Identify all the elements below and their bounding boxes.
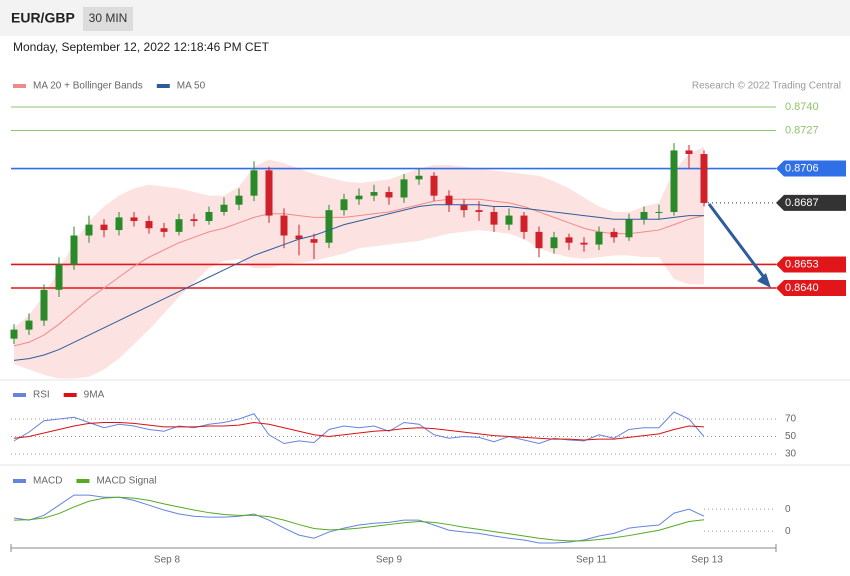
y-tick-label: 0 [785, 526, 791, 537]
candle-body [85, 224, 93, 236]
candle-body [400, 179, 408, 198]
ma-line [13, 198, 705, 347]
level-label: 0.8727 [785, 124, 819, 136]
legend-label: MACD [33, 476, 62, 487]
candle-body [505, 215, 513, 225]
candle-body [370, 192, 378, 196]
x-tick-label: Sep 11 [576, 555, 607, 566]
legend-label: RSI [33, 390, 50, 401]
timeframe-badge [83, 7, 133, 31]
candle-body [130, 217, 138, 222]
candle-body [325, 210, 333, 243]
candle-body [205, 211, 213, 222]
candle-body [430, 175, 438, 196]
candle-body [250, 170, 258, 196]
legend-swatch [13, 84, 26, 88]
level-label: 0.8740 [785, 101, 819, 113]
candle-body [295, 235, 303, 240]
level-tag [776, 256, 846, 273]
candle-body [595, 231, 603, 245]
candle-body [115, 217, 123, 231]
y-tick-label: 30 [785, 449, 797, 460]
indicator-line [13, 494, 705, 544]
plot-layer: 0.8740 0.8727 0.8706 0.8687 0.8653 0.8640 MA 2… [10, 81, 846, 566]
candle-body [610, 231, 618, 238]
candle-body [280, 215, 288, 236]
candle-body [175, 219, 183, 232]
legend-swatch [63, 393, 77, 397]
candle-body [685, 150, 693, 155]
legend-swatch [13, 393, 26, 397]
level-label: 0.8687 [785, 197, 819, 209]
level-tag [776, 160, 846, 177]
symbol: EUR/GBP [11, 10, 75, 26]
candle-body [265, 170, 273, 216]
indicator-line [13, 421, 705, 441]
candle-body [100, 224, 108, 231]
candle-body [550, 237, 558, 249]
bollinger-band [14, 146, 704, 379]
level-tag [776, 279, 846, 296]
legend-label: MACD Signal [96, 476, 156, 487]
candle-body [490, 211, 498, 225]
level-tag [776, 194, 846, 211]
candle-body [670, 150, 678, 212]
candle-body [700, 154, 708, 203]
legend-swatch [13, 479, 26, 483]
candle-body [445, 195, 453, 205]
candle-body [70, 235, 78, 265]
indicator-line [13, 411, 705, 445]
y-tick-label: 0 [785, 504, 791, 515]
ma-line [13, 204, 704, 361]
forecast-arrowhead [757, 273, 771, 288]
candle-body [535, 231, 543, 249]
candle-body [160, 228, 168, 232]
candle-body [520, 215, 528, 232]
level-label: 0.8706 [785, 162, 819, 174]
timeframe: 30 MIN [89, 11, 128, 25]
legend-label: MA 50 [177, 81, 206, 92]
legend-label: 9MA [84, 390, 105, 401]
candle-body [55, 264, 63, 290]
candle-body [10, 329, 18, 339]
candle-body [145, 221, 153, 229]
y-tick-label: 50 [785, 431, 797, 442]
candle-body [580, 242, 588, 245]
candle-body [415, 175, 423, 180]
credit: Research © 2022 Trading Central [692, 81, 841, 92]
candle-body [235, 195, 243, 205]
candle-body [220, 204, 228, 212]
candle-body [640, 211, 648, 220]
legend-label: MA 20 + Bollinger Bands [33, 81, 143, 92]
legend-swatch [76, 479, 90, 483]
x-tick-label: Sep 13 [691, 555, 723, 566]
candle-body [385, 192, 393, 198]
candle-body [190, 219, 198, 222]
x-tick-label: Sep 8 [154, 555, 181, 566]
header-bar [0, 0, 850, 36]
candle-body [40, 289, 48, 321]
timestamp: Monday, September 12, 2022 12:18:46 PM C… [13, 40, 270, 54]
candle-body [625, 219, 633, 238]
x-tick-label: Sep 9 [376, 555, 403, 566]
candle-body [355, 195, 363, 200]
candle-body [565, 237, 573, 243]
candle-body [655, 211, 663, 213]
y-tick-label: 70 [785, 414, 797, 425]
indicator-line [13, 496, 705, 542]
forecast-arrow [707, 203, 768, 281]
level-label: 0.8640 [785, 282, 819, 294]
candle-body [25, 320, 33, 330]
candle-body [475, 210, 483, 212]
level-label: 0.8653 [785, 258, 819, 270]
candle-body [310, 239, 318, 243]
legend-swatch [156, 84, 170, 88]
candle-body [340, 199, 348, 211]
candle-body [460, 204, 468, 211]
